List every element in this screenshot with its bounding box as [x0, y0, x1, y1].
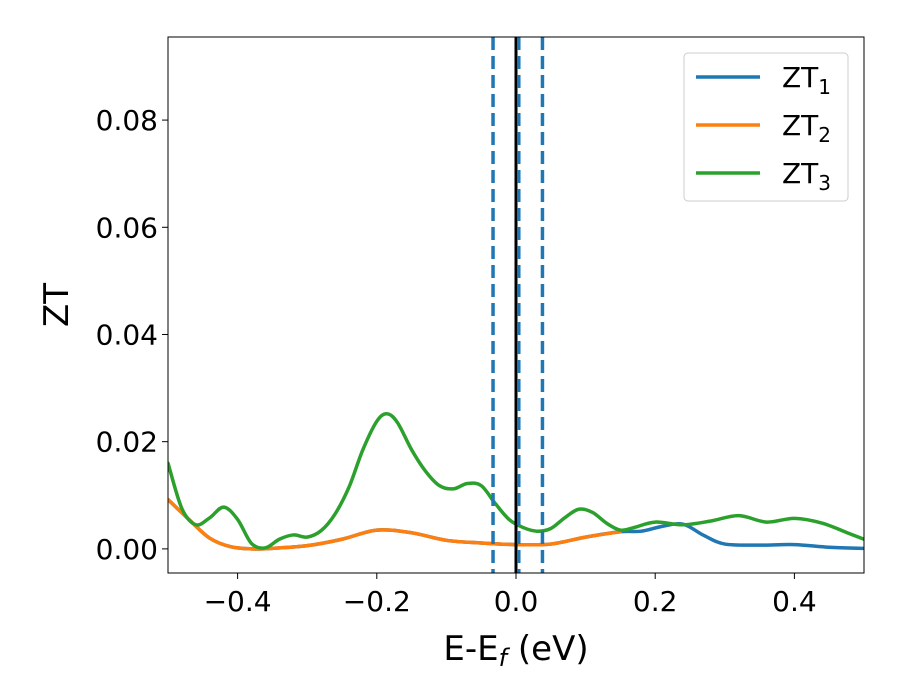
- y-axis-label: ZT: [37, 283, 77, 327]
- legend-label: ZT3: [782, 157, 831, 195]
- y-tick-label: 0.08: [96, 104, 158, 137]
- y-tick-label: 0.04: [96, 318, 158, 351]
- reference-lines: [491, 37, 545, 573]
- legend-box: [683, 52, 849, 202]
- x-tick-label: −0.2: [343, 585, 411, 618]
- x-axis-ticks: −0.4 −0.2 0.0 0.2 0.4: [204, 573, 817, 618]
- x-tick-label: 0.2: [633, 585, 678, 618]
- legend-label: ZT2: [782, 109, 831, 147]
- legend-item-zt3: ZT3: [696, 157, 831, 195]
- x-tick-label: −0.4: [204, 585, 272, 618]
- y-tick-label: 0.06: [96, 211, 158, 244]
- x-tick-label: 0.4: [772, 585, 817, 618]
- series-line-zt3: [168, 412, 864, 550]
- legend-item-zt1: ZT1: [696, 61, 831, 99]
- x-axis-label: E-Ef (eV): [443, 629, 588, 672]
- legend-item-zt2: ZT2: [696, 109, 831, 147]
- x-tick-label: 0.0: [494, 585, 539, 618]
- y-axis-ticks: 0.00 0.02 0.04 0.06 0.08: [96, 104, 168, 566]
- legend: ZT1 ZT2 ZT3: [683, 52, 849, 202]
- y-tick-label: 0.00: [96, 533, 158, 566]
- series-line-zt2: [168, 497, 623, 551]
- y-tick-label: 0.02: [96, 426, 158, 459]
- legend-label: ZT1: [782, 61, 831, 99]
